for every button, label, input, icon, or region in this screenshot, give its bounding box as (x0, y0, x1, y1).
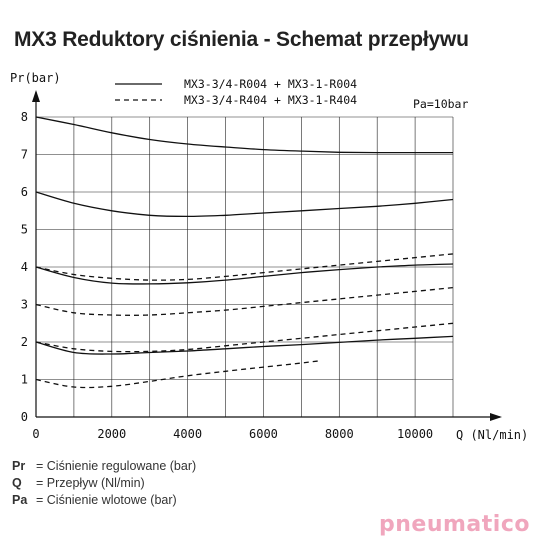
y-tick-label: 7 (21, 148, 28, 162)
x-axis-label: Q (Nl/min) (456, 428, 528, 442)
series-line-solid-8 (35, 116, 453, 154)
series-group (35, 116, 454, 389)
symbol-pr: Pr (12, 459, 26, 473)
y-tick-label: 3 (21, 298, 28, 312)
x-tick-label: 0 (32, 427, 39, 441)
grid (36, 116, 454, 417)
legend-label-dashed: MX3-3/4-R404 + MX3-1-R404 (184, 93, 357, 107)
y-axis-label: Pr(bar) (10, 71, 61, 85)
series-line-solid-4 (35, 263, 454, 285)
y-tick-label: 1 (21, 373, 28, 387)
y-tick-label: 0 (21, 410, 28, 424)
symbol-row-pa: Pa = Ciśnienie wlotowe (bar) (12, 492, 196, 509)
symbol-pa-desc: = Ciśnienie wlotowe (bar) (36, 493, 177, 507)
flow-chart: 0 1 2 3 4 5 6 7 8 0 2000 4000 6000 8000 10000 MX3-3/4-… (10, 71, 528, 442)
series-line-dashed-4 (35, 253, 454, 281)
x-tick-label: 2000 (97, 427, 126, 441)
axes (32, 90, 502, 421)
y-tick-label: 2 (21, 335, 28, 349)
series-line-dashed-1 (35, 360, 321, 389)
series-line-dashed-2 (35, 322, 454, 353)
page-title: MX3 Reduktory ciśnienia - Schemat przepł… (14, 28, 469, 51)
symbol-q: Q (12, 476, 22, 490)
x-tick-label: 10000 (397, 427, 433, 441)
y-tick-label: 4 (21, 260, 28, 274)
tick-labels: 0 1 2 3 4 5 6 7 8 0 2000 4000 6000 8000 10000 (21, 110, 433, 441)
series-line-solid-2 (35, 335, 454, 355)
symbol-row-q: Q = Przepływ (Nl/min) (12, 475, 196, 492)
symbol-legend: Pr = Ciśnienie regulowane (bar) Q = Przepł… (12, 458, 196, 509)
legend-label-solid: MX3-3/4-R004 + MX3-1-R004 (184, 77, 357, 91)
symbol-row-pr: Pr = Ciśnienie regulowane (bar) (12, 458, 196, 475)
x-axis-arrow (490, 413, 502, 421)
symbol-pr-desc: = Ciśnienie regulowane (bar) (36, 459, 197, 473)
y-tick-label: 6 (21, 185, 28, 199)
x-tick-label: 8000 (325, 427, 354, 441)
chart-legend: MX3-3/4-R004 + MX3-1-R004 MX3-3/4-R404 + … (115, 77, 357, 107)
x-tick-label: 4000 (173, 427, 202, 441)
series-line-solid-6 (35, 191, 454, 218)
inlet-pressure-annotation: Pa=10bar (413, 97, 468, 111)
y-tick-label: 5 (21, 223, 28, 237)
y-axis-arrow (32, 90, 40, 102)
symbol-q-desc: = Przepływ (Nl/min) (36, 476, 145, 490)
symbol-pa: Pa (12, 493, 28, 507)
series-line-dashed-3 (35, 286, 454, 316)
x-tick-label: 6000 (249, 427, 278, 441)
y-tick-label: 8 (21, 110, 28, 124)
brand-logo: pneumatico (379, 512, 530, 537)
